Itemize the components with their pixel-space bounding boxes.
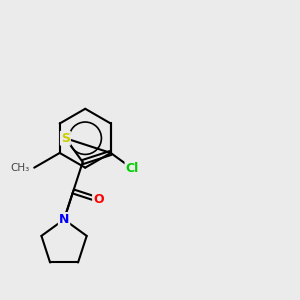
Text: CH₃: CH₃ bbox=[11, 163, 30, 173]
Text: O: O bbox=[93, 193, 104, 206]
Text: S: S bbox=[61, 132, 70, 145]
Text: N: N bbox=[59, 213, 69, 226]
Text: Cl: Cl bbox=[125, 162, 139, 175]
